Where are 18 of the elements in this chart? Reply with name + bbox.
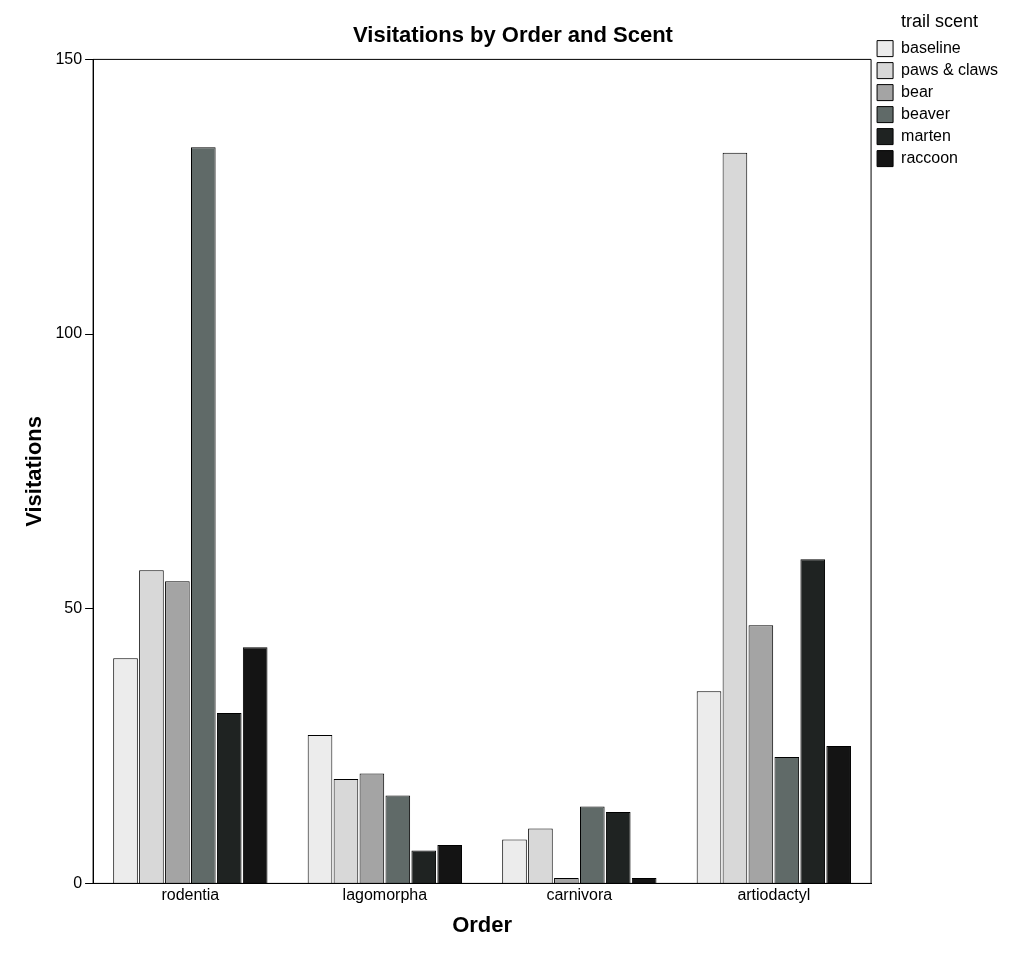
legend-label: baseline [901,39,961,57]
legend-label: paws & claws [901,61,998,79]
legend-title: trail scent [901,10,979,31]
chart-title: Visitations by Order and Scent [353,22,674,48]
x-tick-label: rodentia [161,886,220,904]
legend-label: bear [901,83,934,101]
y-tick-label: 150 [55,49,83,67]
legend-label: marten [901,127,951,145]
y-tick-label: 0 [73,873,83,891]
legend-label: beaver [901,105,951,123]
legend-label: raccoon [901,149,958,167]
y-axis-title: Visitations [21,415,47,527]
y-tick-label: 100 [55,324,83,342]
x-tick-label: artiodactyl [737,886,811,904]
x-axis-title: Order [452,911,513,937]
x-tick-label: carnivora [546,886,613,904]
x-tick-label: lagomorpha [342,886,428,904]
y-tick-label: 50 [64,599,83,617]
